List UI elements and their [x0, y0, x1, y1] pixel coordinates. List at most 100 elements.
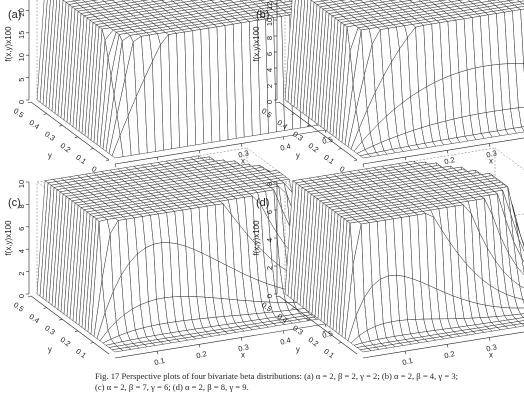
x-tick [282, 330, 285, 334]
y-axis-line [278, 295, 358, 355]
z-tick-label: 6 [17, 227, 26, 231]
y-tick [338, 148, 342, 150]
surface-panel-3: (c)0.10.20.30.40.5x0.10.20.30.40.5y02468… [4, 147, 334, 367]
z-axis-label: f(x,y)x100 [4, 220, 13, 256]
z-tick-label: 8 [265, 36, 274, 40]
x-tick-label: 0.3 [485, 342, 497, 353]
x-tick [198, 150, 201, 154]
x-tick-label: 0.1 [401, 356, 413, 367]
y-tick-label: 0.2 [59, 141, 73, 154]
z-tick-label: 15 [17, 31, 26, 39]
y-tick [291, 113, 295, 115]
y-tick-label: 0.1 [322, 153, 336, 166]
y-tick-label: 0.2 [59, 335, 73, 348]
y-axis-line [30, 295, 110, 355]
x-tick [156, 351, 159, 355]
surface-mesh [36, 0, 326, 159]
y-tick [43, 113, 47, 115]
y-axis-label: y [48, 151, 52, 160]
y-tick-label: 0 [338, 164, 347, 174]
y-tick-label: 0.5 [12, 300, 26, 313]
caption-line-2: (c) α = 2, β = 7, γ = 6; (d) α = 2, β = … [95, 382, 249, 392]
x-axis-line [362, 331, 524, 359]
x-axis-label: x [489, 157, 493, 166]
y-tick-label: 0.4 [27, 118, 41, 131]
z-tick-label: 2 [17, 272, 26, 276]
y-axis-label: y [296, 151, 300, 160]
y-tick-label: 0.4 [27, 312, 41, 325]
y-tick-label: 0.3 [291, 323, 305, 336]
surface-mesh [284, 0, 524, 159]
y-tick [307, 318, 311, 321]
y-tick-label: 0.2 [307, 335, 321, 348]
z-tick-label: 8 [265, 182, 274, 186]
x-tick [240, 143, 243, 147]
x-tick [446, 344, 449, 348]
z-tick-label: 2 [265, 84, 274, 88]
x-tick [240, 337, 243, 341]
y-tick [74, 136, 78, 139]
axes [276, 0, 524, 165]
x-tick-label: 0.2 [443, 155, 455, 166]
z-tick-label: 0 [17, 100, 26, 104]
y-tick [322, 136, 326, 139]
z-tick-label: 8 [17, 204, 26, 208]
x-tick-label: 0.2 [443, 349, 455, 360]
z-tick-label: 0 [265, 100, 274, 104]
y-tick-label: 0.5 [12, 106, 26, 119]
surface-panel-4: (d)0.10.20.30.40.5x0.10.20.30.40.5y02468… [252, 147, 524, 367]
y-tick [90, 148, 94, 150]
y-tick-label: 0.1 [322, 347, 336, 360]
y-tick [105, 159, 110, 162]
panel-label: (d) [256, 197, 269, 209]
x-axis-label: x [241, 351, 245, 360]
y-axis-label: y [48, 345, 52, 354]
x-tick [362, 163, 365, 168]
x-tick-label: 0.3 [485, 148, 497, 159]
y-tick [27, 295, 32, 298]
y-tick-label: 0.3 [291, 129, 305, 142]
y-tick [322, 330, 326, 333]
z-tick-label: 0 [265, 294, 274, 298]
panel-label: (b) [256, 9, 269, 21]
x-axis-label: x [241, 157, 245, 166]
y-tick [74, 330, 78, 333]
z-tick-label: 2 [265, 266, 274, 270]
z-tick-label: 4 [265, 238, 274, 242]
surface-mesh [284, 160, 524, 353]
z-tick-label: 10 [17, 53, 26, 61]
x-tick-label: 0.3 [237, 342, 249, 353]
z-axis-label: f(x,y)x100 [252, 26, 261, 62]
z-tick-label: 4 [17, 249, 26, 253]
y-tick [353, 159, 358, 162]
x-tick [324, 323, 327, 328]
x-tick [488, 337, 491, 341]
panel-label: (a) [8, 9, 21, 21]
x-tick-label: 0.5 [321, 135, 333, 146]
axes [28, 0, 326, 165]
x-tick [156, 157, 159, 161]
x-tick-label: 0.4 [279, 335, 291, 346]
y-axis-label: y [296, 345, 300, 354]
y-tick [90, 342, 94, 344]
x-tick-label: 0.1 [153, 356, 165, 367]
y-tick [338, 342, 342, 344]
z-tick-label: 10 [265, 18, 274, 26]
y-tick-label: 0 [90, 164, 99, 174]
y-axis-line [278, 101, 358, 161]
x-tick [446, 150, 449, 154]
x-tick [114, 163, 117, 168]
y-axis-line [30, 101, 110, 161]
z-tick-label: 0 [17, 294, 26, 298]
z-axis-label: f(x,y)x100 [252, 220, 261, 256]
x-tick-label: 0.3 [237, 148, 249, 159]
y-tick [43, 307, 47, 309]
surface-mesh [36, 155, 326, 353]
y-tick [59, 124, 63, 127]
surface-panel-2: (b)00.10.20.30.40.5x00.10.20.30.40.5y024… [252, 0, 524, 180]
y-tick [291, 307, 295, 309]
axes [28, 182, 326, 359]
z-tick-label: 5 [17, 78, 26, 82]
x-tick-label: 0.2 [195, 349, 207, 360]
